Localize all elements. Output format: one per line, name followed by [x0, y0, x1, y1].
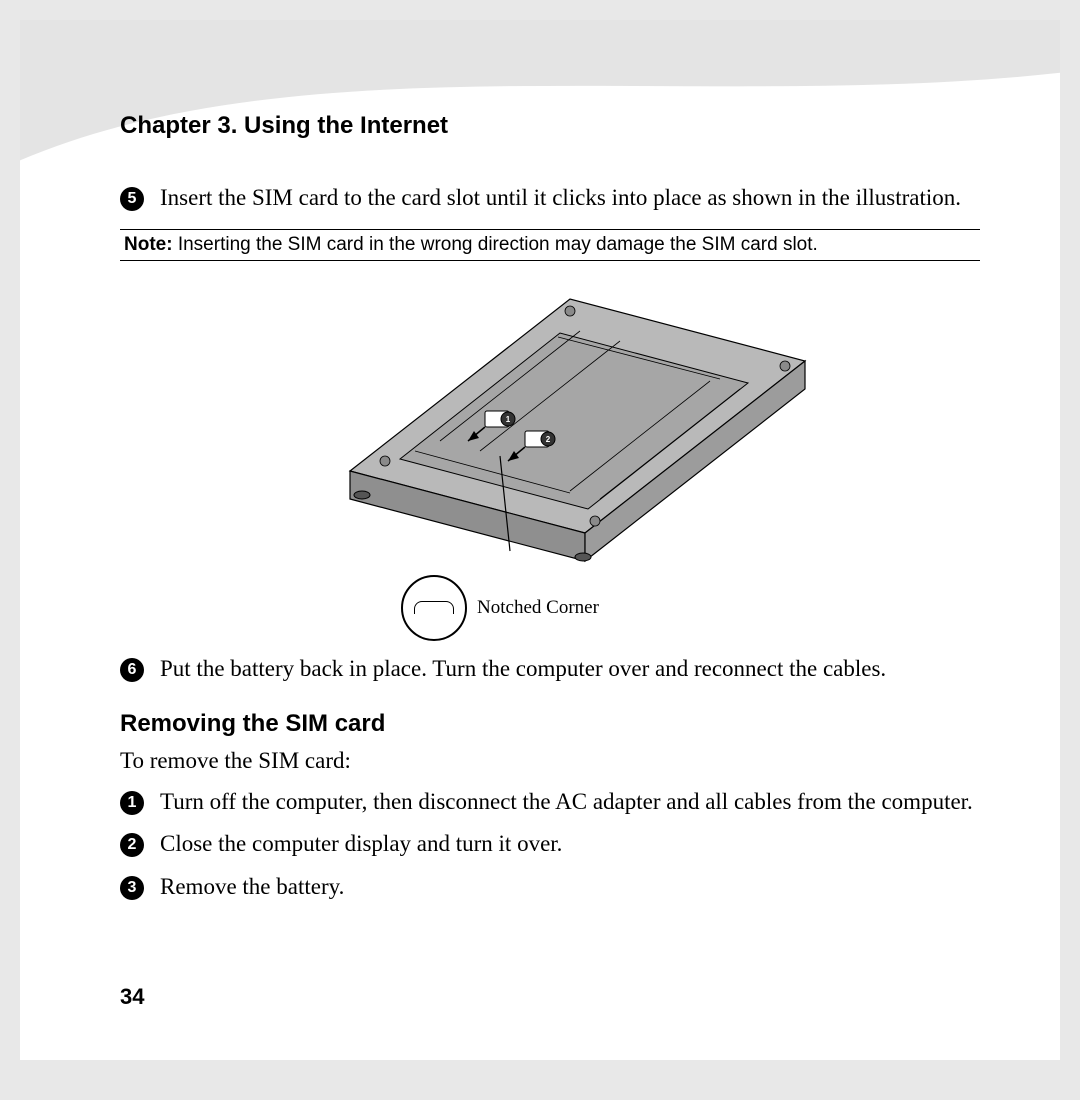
notch-label: Notched Corner [477, 597, 599, 619]
laptop-underside-illustration: 1 2 [250, 281, 850, 581]
svg-text:1: 1 [506, 415, 511, 424]
bullet-icon: 3 [120, 873, 160, 900]
step-5: 5 Insert the SIM card to the card slot u… [120, 184, 980, 213]
step-6: 6 Put the battery back in place. Turn th… [120, 655, 980, 684]
removing-step-2: 2 Close the computer display and turn it… [120, 830, 980, 859]
bullet-icon: 6 [120, 655, 160, 682]
step-6-text: Put the battery back in place. Turn the … [160, 655, 980, 684]
note-label: Note: [124, 234, 173, 255]
removing-step-3: 3 Remove the battery. [120, 873, 980, 902]
bullet-icon: 1 [120, 788, 160, 815]
header-background [20, 20, 1060, 190]
note-box: Note: Inserting the SIM card in the wron… [120, 229, 980, 261]
svg-text:2: 2 [546, 435, 551, 444]
removing-step-1-text: Turn off the computer, then disconnect t… [160, 788, 980, 817]
removing-step-1: 1 Turn off the computer, then disconnect… [120, 788, 980, 817]
note-text: Inserting the SIM card in the wrong dire… [173, 234, 818, 255]
step-5-text: Insert the SIM card to the card slot unt… [160, 184, 980, 213]
bullet-icon: 5 [120, 184, 160, 211]
content-area: 5 Insert the SIM card to the card slot u… [120, 170, 980, 902]
chapter-title: Chapter 3. Using the Internet [120, 112, 448, 140]
removing-step-2-text: Close the computer display and turn it o… [160, 830, 980, 859]
removing-intro: To remove the SIM card: [120, 748, 980, 774]
removing-heading: Removing the SIM card [120, 710, 980, 738]
bullet-icon: 2 [120, 830, 160, 857]
notch-circle-icon [401, 575, 467, 641]
page-number: 34 [120, 984, 144, 1010]
removing-step-3-text: Remove the battery. [160, 873, 980, 902]
manual-page: Chapter 3. Using the Internet 5 Insert t… [20, 20, 1060, 1060]
notch-callout: Notched Corner [120, 575, 980, 641]
